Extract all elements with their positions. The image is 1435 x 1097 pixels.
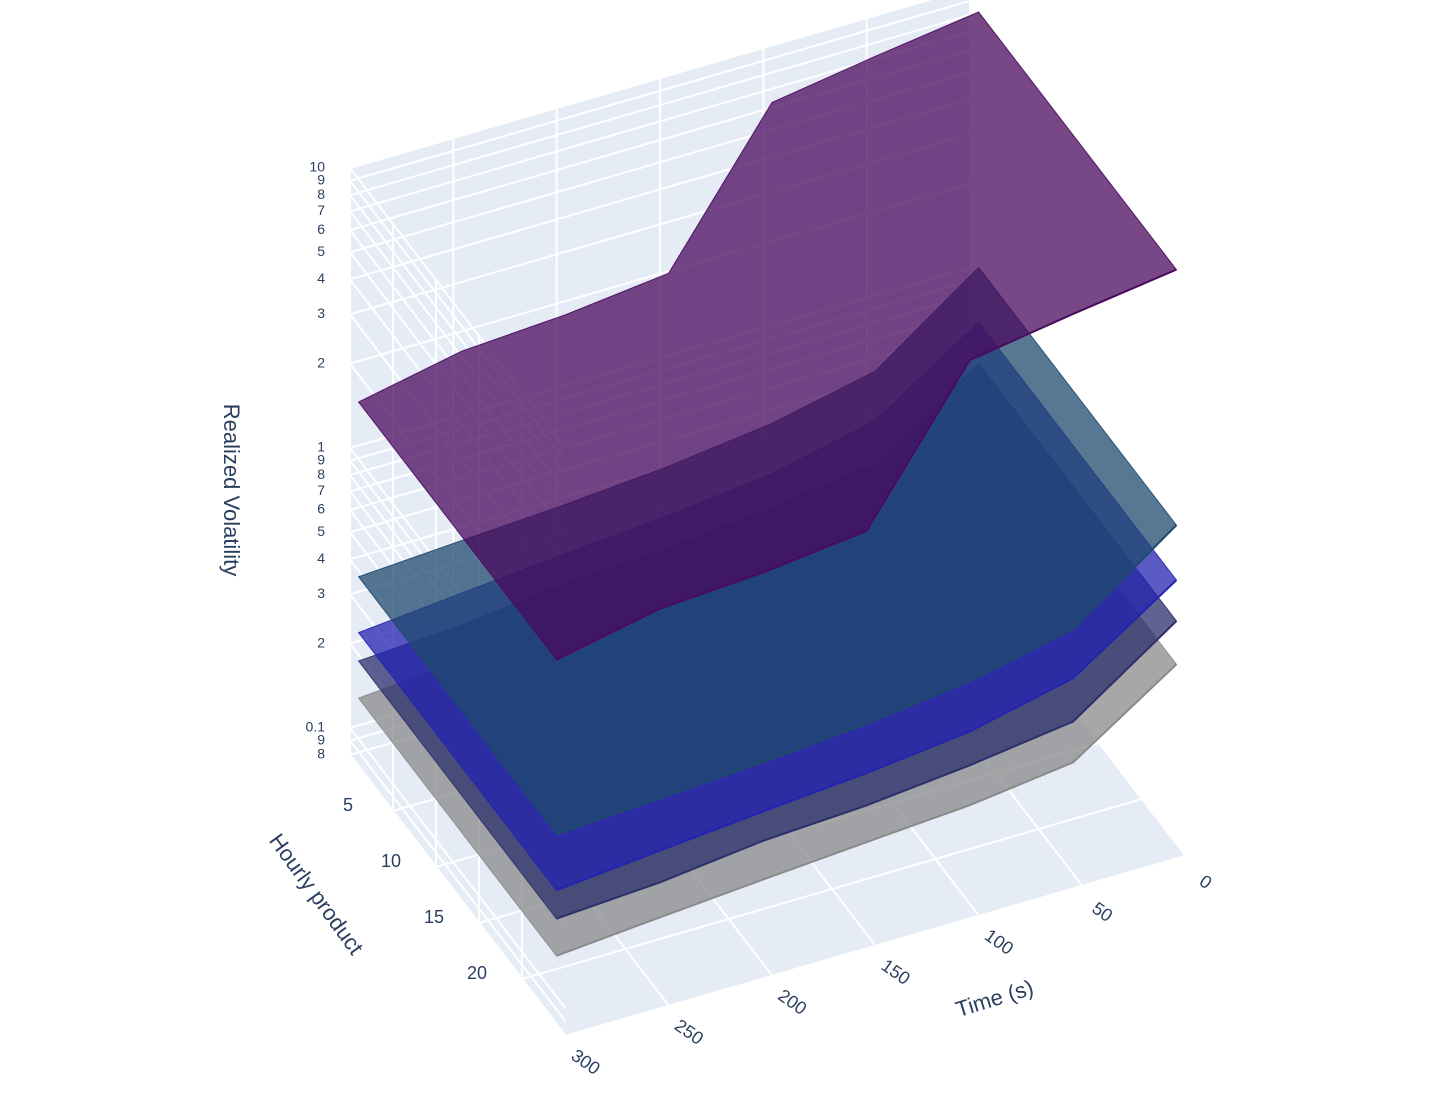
y-tick-label: 10	[381, 851, 401, 871]
x-tick-label: 100	[981, 925, 1017, 959]
z-tick-label: 8	[317, 746, 325, 762]
x-tick-label: 50	[1088, 898, 1116, 926]
y-axis-title: Hourly product	[264, 829, 368, 959]
z-tick-label: 4	[317, 270, 325, 286]
x-tick-label: 250	[671, 1015, 707, 1049]
z-tick-label: 4	[317, 550, 325, 566]
z-grid-line	[349, 0, 933, 169]
z-grid-line	[349, 740, 566, 1022]
z-axis-title: Realized Volatility	[219, 404, 244, 576]
z-tick-label: 0.1	[306, 719, 326, 735]
z-tick-label: 9	[317, 731, 325, 747]
z-tick-label: 3	[317, 305, 325, 321]
z-grid-line	[349, 14, 971, 197]
z-tick-label: 3	[317, 585, 325, 601]
x-tick-label: 0	[1196, 871, 1216, 893]
z-tick-label: 6	[317, 501, 325, 517]
z-grid-line	[349, 727, 566, 1009]
x-tick-label: 200	[774, 985, 810, 1019]
z-tick-label: 8	[317, 186, 325, 202]
surface-edge	[556, 524, 1178, 836]
z-tick-label: 9	[317, 172, 325, 188]
surface-edge	[556, 579, 1178, 892]
z-tick-label: 2	[317, 634, 325, 650]
y-grid-line	[521, 798, 1143, 980]
y-tick-label: 20	[467, 963, 487, 983]
z-tick-label: 6	[317, 221, 325, 237]
x-tick-label: 150	[878, 955, 914, 989]
z-grid-line	[349, 754, 566, 1036]
surfaces	[357, 11, 1178, 957]
z-tick-label: 5	[317, 243, 325, 259]
y-tick-label: 5	[343, 795, 353, 815]
x-tick-label: 300	[568, 1045, 604, 1079]
z-tick-label: 9	[317, 451, 325, 467]
z-tick-label: 1	[317, 439, 325, 455]
y-tick-label: 15	[424, 907, 444, 927]
z-tick-label: 10	[309, 159, 325, 175]
z-tick-label: 7	[317, 202, 325, 218]
z-tick-label: 7	[317, 482, 325, 498]
z-tick-label: 8	[317, 466, 325, 482]
surface-edge	[556, 663, 1178, 957]
z-tick-label: 5	[317, 523, 325, 539]
z-grid-line	[349, 0, 971, 182]
surface-edge	[556, 620, 1178, 920]
surface-edge	[555, 268, 1177, 661]
x-axis-title: Time (s)	[953, 975, 1037, 1022]
z-tick-label: 2	[317, 354, 325, 370]
